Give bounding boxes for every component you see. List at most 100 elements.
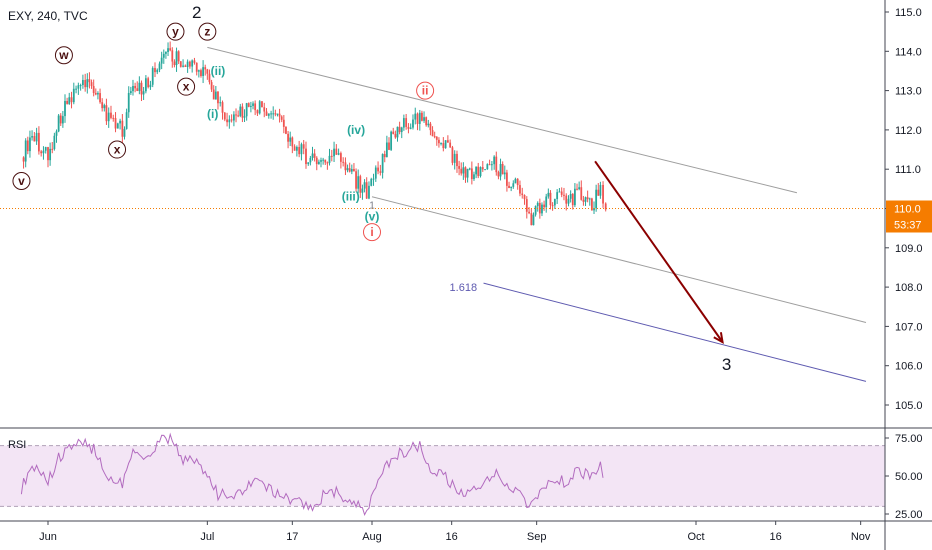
candle-body [556, 192, 559, 200]
wave-label: ii [422, 84, 429, 98]
candle-body [462, 167, 465, 174]
candle-body [479, 167, 482, 177]
candle-body [254, 103, 257, 111]
candle-body [86, 79, 89, 88]
candle-body [158, 63, 161, 70]
candle-body [342, 161, 345, 163]
wave-label: v [18, 174, 25, 188]
candle-body [604, 203, 607, 210]
price-axis[interactable]: 105.0 106.0 107.0 108.0 109.0 110.0 111.0 112.0… [884, 0, 932, 550]
wave-label: x [114, 143, 121, 157]
candle-body [55, 131, 58, 136]
wave-label: i [370, 225, 373, 239]
chart-title: EXY, 240, TVC [8, 9, 88, 23]
candle-body [289, 137, 292, 142]
price-tick-label: 108.0 [895, 282, 923, 294]
candle-body [490, 164, 493, 166]
wave-label: y [172, 25, 179, 39]
candle-body [576, 188, 578, 190]
candle-body [405, 118, 408, 127]
rsi-tick-label: 75.00 [895, 433, 923, 445]
price-tick-label: 111.0 [895, 164, 921, 176]
candle-body [182, 65, 184, 67]
wave-label: (iii) [342, 190, 360, 204]
candle-body [57, 115, 60, 132]
candle-body [541, 204, 543, 214]
candle-body [127, 92, 130, 113]
candle-body [359, 176, 362, 193]
candle-body [75, 88, 77, 90]
current-price-value: 110.0 [894, 204, 921, 216]
candle-body [252, 103, 254, 106]
wave-label-circle [416, 81, 435, 100]
candle-body [276, 113, 279, 115]
candle-body [449, 142, 452, 148]
time-tick-label: Sep [527, 531, 547, 543]
countdown-tag [886, 216, 932, 233]
candle-body [24, 140, 27, 162]
candle-body [265, 111, 268, 116]
candle-body [311, 153, 314, 158]
candle-body [536, 202, 539, 207]
candle-body [26, 140, 29, 152]
candle-body [545, 196, 548, 208]
candle-body [77, 85, 80, 89]
candle-body [70, 97, 73, 103]
candle-body [116, 123, 119, 129]
price-pane[interactable]: 1.618 [0, 41, 932, 429]
channel-line [207, 46, 798, 194]
candle-body [414, 113, 417, 120]
candle-body [103, 105, 106, 109]
wave-label: (iv) [347, 123, 365, 137]
time-tick-label: 16 [770, 531, 782, 543]
candle-body [173, 61, 176, 66]
candle-body [361, 188, 364, 193]
candle-body [84, 80, 87, 88]
candle-body [305, 148, 307, 165]
time-axis[interactable]: Jun Jul 17 Aug 16 Sep Oct 16 Nov [0, 520, 932, 543]
price-tick-label: 105.0 [895, 400, 923, 412]
candle-body [72, 88, 75, 103]
candle-body [525, 199, 528, 212]
candle-body [442, 143, 445, 149]
candle-body [357, 176, 360, 189]
candle-body [243, 116, 246, 118]
candle-body [309, 157, 312, 163]
candle-body [221, 102, 224, 113]
candle-body [223, 112, 226, 120]
candle-body [440, 143, 442, 145]
candle-body [427, 123, 430, 126]
candle-body [392, 131, 395, 134]
price-tick-label: 114.0 [895, 46, 922, 58]
candle-body [508, 185, 510, 189]
candle-body [88, 79, 91, 83]
candle-body [217, 91, 219, 104]
candle-body [37, 132, 40, 152]
candle-body [368, 185, 370, 199]
price-tick-label: 113.0 [895, 86, 922, 98]
candle-body [558, 191, 561, 193]
rsi-pane[interactable]: RSI [0, 432, 885, 517]
candle-body [214, 91, 217, 100]
candle-body [407, 126, 410, 129]
candle-body [101, 102, 104, 109]
candle-body [383, 154, 386, 158]
time-tick-label: 16 [446, 531, 458, 543]
candle-body [435, 136, 438, 140]
candle-body [112, 117, 115, 119]
wave-label-circle [166, 22, 185, 41]
rsi-tick-label: 50.00 [895, 471, 923, 483]
candle-body [278, 113, 281, 117]
candle-body [228, 119, 231, 123]
candle-body [549, 192, 552, 206]
channel-line [371, 196, 867, 323]
candle-body [438, 139, 440, 144]
candle-body [272, 113, 275, 115]
candle-body [33, 136, 36, 142]
candle-body [451, 147, 454, 163]
candle-body [481, 167, 484, 170]
candle-body [204, 67, 207, 70]
candle-body [473, 174, 475, 180]
candle-body [477, 166, 480, 177]
